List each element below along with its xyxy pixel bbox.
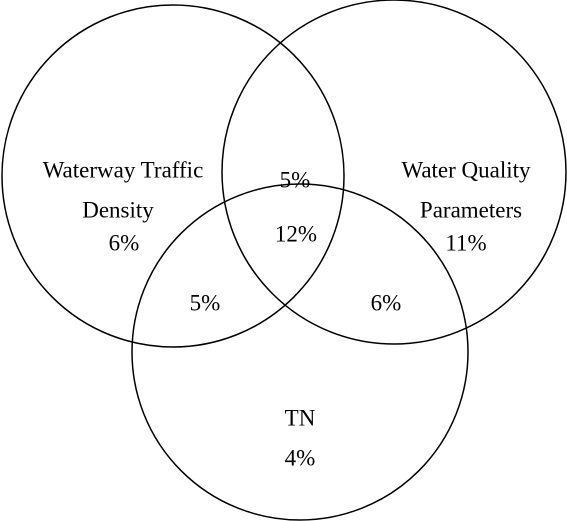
overlap-value: 6%	[371, 290, 402, 315]
set-circle	[131, 183, 469, 521]
set-label: Parameters	[420, 197, 522, 222]
set-value: 4%	[285, 445, 316, 470]
overlap-value: 12%	[275, 221, 317, 246]
set-value: 11%	[445, 230, 486, 255]
set-label: Water Quality	[401, 157, 531, 182]
set-circle	[1, 4, 345, 348]
set-label: TN	[285, 405, 316, 430]
set-label: Waterway Traffic	[43, 157, 204, 182]
overlap-value: 5%	[280, 167, 311, 192]
set-label: Density	[82, 197, 154, 222]
overlap-value: 5%	[190, 290, 221, 315]
set-value: 6%	[109, 230, 140, 255]
set-circle	[221, 0, 567, 345]
